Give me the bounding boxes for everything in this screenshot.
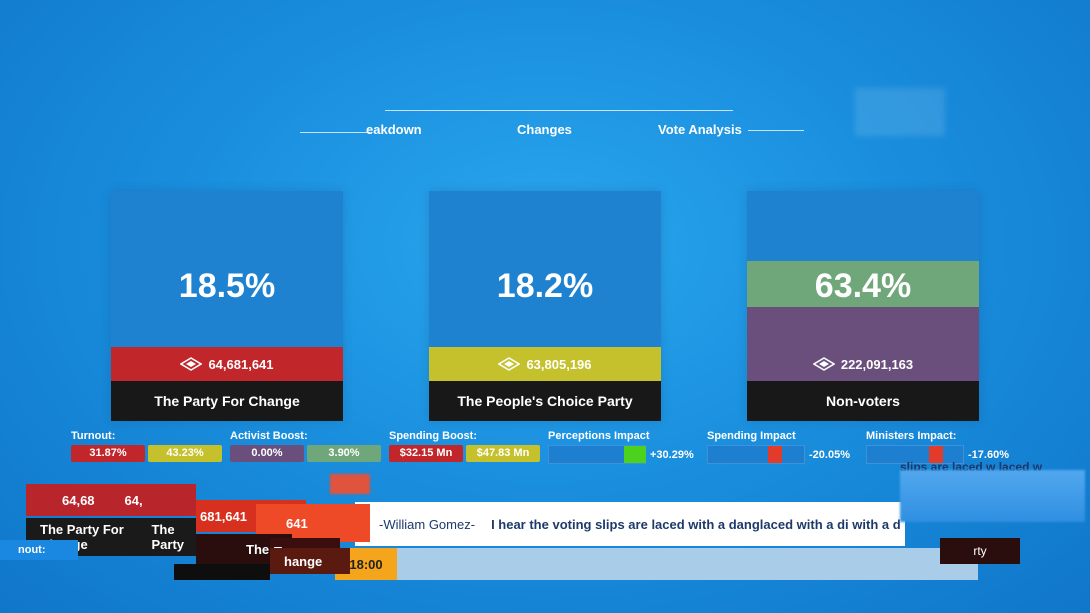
party-name: The People's Choice Party xyxy=(429,381,661,421)
ghost-vote-count: 641 xyxy=(286,515,308,531)
party-name: Non-voters xyxy=(747,381,979,421)
tab-changes[interactable]: Changes xyxy=(517,122,572,137)
turnout-stat: Turnout: 31.87% 43.23% xyxy=(71,430,222,462)
activist-boost-label: Activist Boost: xyxy=(230,430,308,442)
ghost-vote-bar: 64,68 64, xyxy=(26,484,196,516)
tab-underline-left xyxy=(300,132,370,133)
vote-percent: 18.5% xyxy=(178,267,276,305)
ministers-impact-stat: Ministers Impact: -17.60% xyxy=(866,430,1009,464)
turnout-left: 31.87% xyxy=(71,445,145,462)
vote-count: 64,681,641 xyxy=(208,356,274,372)
news-ticker: -William Gomez- I hear the voting slips … xyxy=(355,502,905,546)
ballot-icon xyxy=(498,357,521,371)
ministers-impact-label: Ministers Impact: xyxy=(866,430,957,442)
spending-boost-right: $47.83 Mn xyxy=(466,445,540,462)
spending-impact-stat: Spending Impact -20.05% xyxy=(707,430,850,464)
vote-percent: 63.4% xyxy=(814,267,912,305)
perceptions-impact-track xyxy=(548,445,646,464)
turnout-label: Turnout: xyxy=(71,430,116,442)
perceptions-impact-label: Perceptions Impact xyxy=(548,430,650,442)
ticker-author: -William Gomez- xyxy=(379,516,476,532)
ghost-vote-count: 64, xyxy=(124,492,143,508)
ticker-quote: I hear the voting slips are laced with a… xyxy=(491,516,901,532)
spending-impact-label: Spending Impact xyxy=(707,430,796,442)
perceptions-impact-value: +30.29% xyxy=(650,448,694,461)
party-card-peoples-choice[interactable]: 18.2% 63,805,196 The People's Choice Par… xyxy=(429,191,661,421)
vote-count: 63,805,196 xyxy=(526,356,592,372)
ministers-impact-track xyxy=(866,445,964,464)
party-name: The Party For Change xyxy=(111,381,343,421)
ghost-red-fragment xyxy=(330,474,370,494)
spending-impact-marker xyxy=(768,446,782,463)
spending-boost-stat: Spending Boost: $32.15 Mn $47.83 Mn xyxy=(389,430,540,462)
ticker-lower-strip xyxy=(370,548,978,580)
party-card-party-for-change[interactable]: 18.5% 64,681,641 The Party For Change xyxy=(111,191,343,421)
vote-count-bar: 64,681,641 xyxy=(111,347,343,381)
spending-boost-left: $32.15 Mn xyxy=(389,445,463,462)
tab-vote-analysis[interactable]: Vote Analysis xyxy=(658,122,742,137)
ghost-black-strip xyxy=(174,564,270,580)
vote-count: 222,091,163 xyxy=(840,356,914,372)
ghost-party-fragment: rty xyxy=(940,538,1020,564)
glitch-blue-fragment xyxy=(900,470,1085,522)
ghost-party-name: hange xyxy=(270,548,350,574)
glitch-blob xyxy=(855,88,945,136)
activist-boost-left: 0.00% xyxy=(230,445,304,462)
vote-count-bar: 222,091,163 xyxy=(747,347,979,381)
ghost-party-name-text: The xyxy=(246,541,270,557)
activist-boost-right: 3.90% xyxy=(307,445,381,462)
tab-underline-right xyxy=(748,130,804,131)
non-voter-band xyxy=(747,261,979,307)
spending-impact-value: -20.05% xyxy=(809,448,850,461)
spending-boost-label: Spending Boost: xyxy=(389,430,477,442)
vote-count-bar: 63,805,196 xyxy=(429,347,661,381)
perceptions-impact-marker xyxy=(624,446,646,463)
non-voter-fill xyxy=(747,307,979,381)
ghost-vote-count: 681,641 xyxy=(200,508,247,524)
perceptions-impact-stat: Perceptions Impact +30.29% xyxy=(548,430,694,464)
party-card-non-voters[interactable]: 63.4% 222,091,163 Non-voters xyxy=(747,191,979,421)
ministers-impact-value: -17.60% xyxy=(968,448,1009,461)
turnout-right: 43.23% xyxy=(148,445,222,462)
ballot-icon xyxy=(180,357,203,371)
ghost-party-name-text: The Party xyxy=(151,522,185,552)
ghost-party-name-text: hange xyxy=(284,553,323,569)
tab-bar-line xyxy=(385,110,733,111)
ghost-vote-count: 64,68 xyxy=(62,492,95,508)
activist-boost-stat: Activist Boost: 0.00% 3.90% xyxy=(230,430,381,462)
ghost-turnout-label: nout: xyxy=(18,544,46,556)
ministers-impact-marker xyxy=(929,446,943,463)
ballot-icon xyxy=(812,357,835,371)
ghost-rty-text: rty xyxy=(973,544,987,558)
spending-impact-track xyxy=(707,445,805,464)
vote-percent: 18.2% xyxy=(496,267,594,305)
tab-breakdown[interactable]: eakdown xyxy=(366,122,422,137)
ghost-turnout: nout: xyxy=(0,540,78,560)
